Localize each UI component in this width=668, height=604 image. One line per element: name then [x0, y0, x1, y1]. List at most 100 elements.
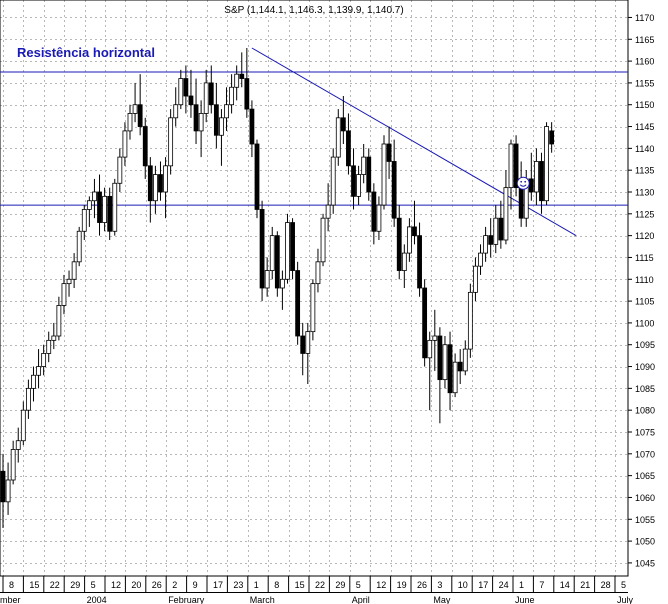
x-tick-label: 23	[233, 580, 243, 590]
candle	[122, 122, 128, 166]
candle-body-down	[457, 361, 463, 372]
candle-body-up	[56, 305, 62, 337]
candle	[437, 327, 443, 424]
y-tick-label: 1085	[635, 384, 655, 394]
candle-body-down	[396, 217, 402, 271]
x-tick-label: 26	[152, 580, 162, 590]
y-tick-label: 1135	[635, 166, 654, 176]
candle-body-up	[310, 283, 316, 333]
x-tick-label: 1	[519, 580, 524, 590]
candle	[315, 248, 321, 293]
candle-body-up	[219, 117, 224, 136]
y-tick-label: 1065	[635, 471, 655, 481]
y-tick-label: 1100	[635, 318, 654, 328]
candle-body-up	[285, 222, 290, 280]
y-tick-label: 1140	[635, 144, 654, 154]
candle	[396, 205, 402, 280]
candle	[285, 213, 290, 284]
candle	[320, 213, 326, 267]
candle	[544, 122, 549, 206]
candle-body-up	[10, 449, 16, 481]
candle	[168, 109, 174, 175]
candle	[46, 331, 52, 363]
y-tick-label: 1055	[635, 515, 655, 525]
candle-body-up	[401, 252, 407, 271]
x-tick-label: 24	[499, 580, 509, 590]
candle	[239, 52, 245, 88]
candle-body-down	[239, 73, 245, 79]
candle	[158, 161, 163, 201]
candle-body-up	[508, 143, 514, 189]
y-tick-label: 1120	[635, 231, 654, 241]
candle-body-down	[518, 187, 524, 219]
smiley-eye	[520, 180, 523, 183]
candle	[10, 440, 16, 485]
candle	[56, 296, 62, 341]
candle	[269, 226, 275, 280]
candle-body-up	[66, 278, 72, 285]
candle-body-up	[117, 156, 123, 184]
candle	[15, 427, 21, 463]
candle-body-down	[259, 209, 265, 289]
candle-body-down	[498, 217, 504, 241]
candle-body-up	[493, 217, 499, 245]
candle	[351, 148, 356, 210]
candle	[462, 340, 468, 376]
candle	[290, 218, 295, 280]
month-label: April	[352, 595, 370, 604]
candle	[549, 122, 555, 153]
candle	[254, 139, 260, 219]
month-label: June	[515, 595, 535, 604]
x-tick-label: 22	[50, 580, 60, 590]
candle-body-up	[462, 348, 468, 372]
candle-body-up	[127, 113, 133, 132]
candle-body-down	[513, 143, 519, 189]
candle	[249, 100, 255, 158]
candle	[498, 200, 504, 249]
candle	[107, 187, 113, 240]
candle-body-up	[406, 226, 412, 254]
candle	[457, 349, 463, 384]
candle-body-up	[234, 73, 240, 88]
candle-body-up	[163, 165, 168, 193]
candle	[147, 157, 153, 223]
candle	[401, 244, 407, 288]
x-tick-label: 22	[315, 580, 325, 590]
x-tick-label: 8	[9, 580, 14, 590]
candle-body-up	[198, 113, 204, 132]
gridlines	[0, 0, 628, 576]
candle	[386, 126, 392, 179]
candle-body-up	[81, 209, 87, 232]
candle-body-up	[203, 82, 209, 114]
candle	[528, 152, 534, 201]
y-tick-label: 1050	[635, 537, 655, 547]
month-label: July	[617, 595, 634, 604]
candle-body-down	[422, 287, 428, 359]
candle	[198, 100, 204, 158]
candle	[132, 82, 138, 123]
candle-body-down	[346, 130, 351, 167]
candle-body-down	[0, 470, 6, 503]
candle-body-down	[188, 95, 194, 106]
candle-body-down	[528, 178, 534, 193]
candle-body-down	[137, 104, 143, 127]
candle	[376, 196, 382, 240]
candle-body-up	[305, 331, 311, 354]
x-tick-label: 3	[437, 580, 442, 590]
candle	[335, 109, 341, 166]
candle	[412, 200, 417, 245]
candle-body-down	[213, 104, 219, 136]
candle	[86, 196, 92, 227]
candle	[193, 78, 199, 144]
candle	[102, 187, 107, 232]
candles	[0, 48, 555, 528]
candle-body-down	[447, 344, 453, 394]
candle-body-down	[290, 222, 295, 271]
candle-body-up	[376, 204, 382, 232]
candle-body-up	[20, 409, 26, 442]
candle-body-up	[132, 104, 138, 114]
candle-body-up	[534, 161, 539, 193]
candle-body-up	[330, 156, 336, 206]
y-tick-label: 1160	[635, 57, 654, 67]
